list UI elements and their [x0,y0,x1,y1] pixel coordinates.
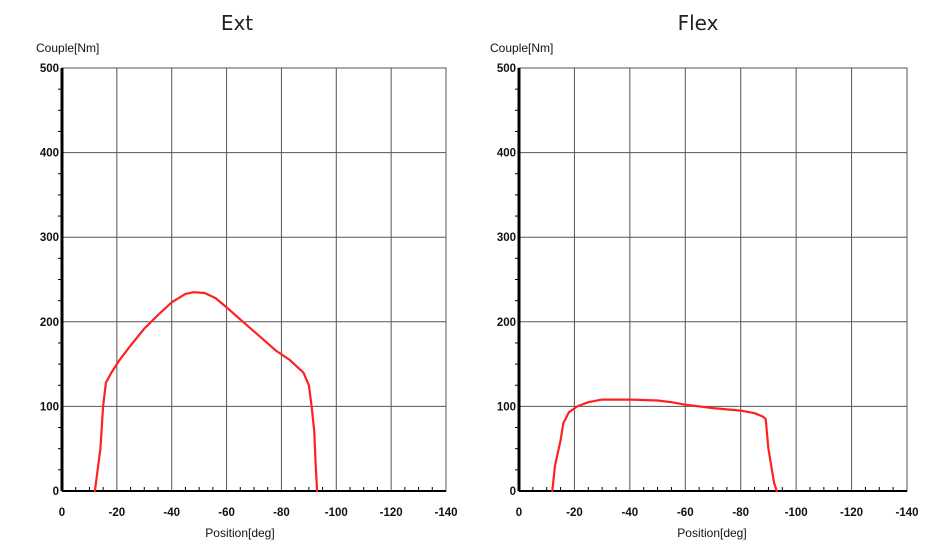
flex-x-tick-label: -80 [732,507,749,519]
flex-y-tick-label: 400 [497,148,516,160]
flex-x-tick-label: -20 [566,507,583,519]
flex-x-tick-label: -60 [677,507,694,519]
ext-x-tick-label: -20 [109,507,126,519]
flex-chart: Flex Couple[Nm] Position[deg] 0 -20 -40 -60… [490,11,919,540]
ext-y-tick-label: 100 [40,401,59,413]
ext-x-tick-label: -80 [273,507,290,519]
ext-plot-frame [61,67,447,492]
ext-chart: Ext Couple[Nm] Position[deg] 0 -20 -40 -60 -… [36,11,458,540]
ext-y-tick-label: 200 [40,317,59,329]
flex-x-tick-label: -40 [622,507,639,519]
flex-y-axis-label: Couple[Nm] [490,41,553,55]
ext-x-tick-label: -140 [434,507,457,519]
ext-x-tick-label: -40 [163,507,180,519]
flex-x-tick-label: -120 [840,507,863,519]
ext-y-tick-label: 0 [53,486,59,498]
ext-x-tick-label: -120 [380,507,403,519]
flex-y-tick-label: 500 [497,63,516,75]
ext-x-tick-label: -100 [325,507,348,519]
flex-x-axis-label: Position[deg] [677,526,746,540]
flex-y-tick-label: 0 [510,486,516,498]
ext-chart-title: Ext [221,11,253,35]
flex-plot-frame [518,67,908,492]
flex-y-tick-label: 100 [497,401,516,413]
flex-x-tick-label: -100 [785,507,808,519]
flex-chart-title: Flex [678,11,719,35]
ext-x-axis-label: Position[deg] [205,526,274,540]
flex-x-tick-label: -140 [895,507,918,519]
flex-y-tick-label: 300 [497,232,516,244]
flex-torque-curve [551,398,778,493]
ext-y-tick-label: 300 [40,232,59,244]
flex-y-tick-label: 200 [497,317,516,329]
ext-y-axis-label: Couple[Nm] [36,41,99,55]
ext-x-tick-label: -60 [218,507,235,519]
ext-y-tick-label: 500 [40,63,59,75]
ext-torque-curve [93,291,319,493]
flex-x-tick-label: 0 [516,507,522,519]
ext-y-tick-label: 400 [40,148,59,160]
ext-x-tick-label: 0 [59,507,65,519]
